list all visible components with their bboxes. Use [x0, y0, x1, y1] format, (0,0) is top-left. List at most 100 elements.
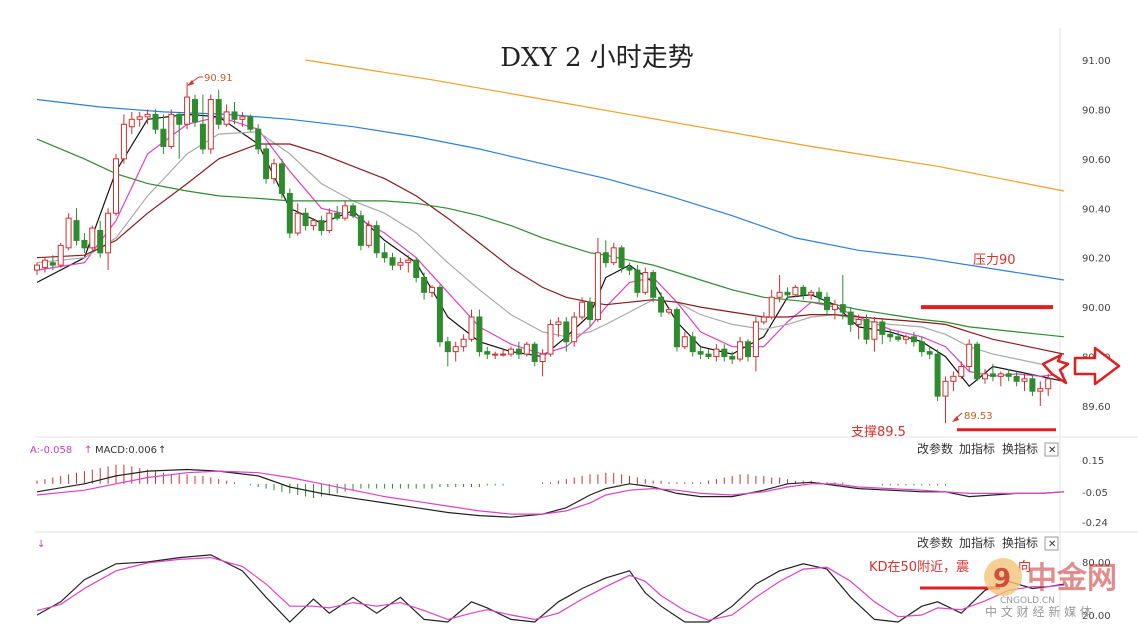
kd-params-button[interactable]: 改参数 — [917, 535, 953, 550]
candle-body — [492, 353, 499, 356]
candle-body — [1021, 378, 1028, 382]
watermark-logo-glyph: 9 — [993, 564, 1011, 594]
candle-body — [342, 205, 349, 219]
price-tick-label: 90.20 — [1082, 254, 1111, 265]
candle-body — [918, 341, 925, 353]
candle-body — [784, 291, 791, 296]
candle-body — [144, 113, 151, 118]
kd-k-line — [36, 554, 1065, 623]
candle-body — [705, 353, 712, 358]
candle-body — [81, 239, 88, 249]
candle-body — [128, 118, 135, 128]
candle-body — [855, 319, 862, 325]
low-arrowhead — [952, 416, 959, 422]
chart-title: DXY 2 小时走势 — [500, 43, 694, 73]
candle-body — [334, 212, 341, 219]
resistance-label: 压力90 — [973, 253, 1016, 268]
price-tick-label: 91.00 — [1082, 56, 1111, 67]
candle-body — [413, 259, 420, 278]
macd-panel: A:-0.058 ↑ MACD:0.006 ↑ 0.15 -0.05 -0.24 — [30, 445, 1108, 529]
macd-switch-indicator-button[interactable]: 换指标 — [1002, 441, 1038, 456]
candle-body — [689, 336, 696, 353]
kd-annotation-tail: 向 — [1018, 559, 1031, 575]
kd-tick-label: 20.00 — [1082, 611, 1111, 622]
candle-body — [484, 351, 491, 355]
macd-params-button[interactable]: 改参数 — [917, 441, 953, 456]
candle-body — [444, 341, 451, 353]
candle-body — [223, 111, 230, 125]
candle-body — [697, 351, 704, 355]
candle-body — [508, 348, 514, 355]
candle-body — [792, 286, 799, 296]
kd-add-indicator-button[interactable]: 加指标 — [959, 535, 995, 550]
candle-body — [97, 230, 104, 254]
kd-tick-label: 80.00 — [1082, 558, 1111, 569]
candle-body — [871, 321, 878, 340]
candle-body — [602, 252, 609, 264]
kd-switch-indicator-button[interactable]: 换指标 — [1002, 535, 1038, 550]
candle-body — [997, 373, 1004, 377]
candle-body — [737, 341, 744, 360]
candle-body — [89, 227, 96, 249]
candle-body — [318, 220, 325, 232]
macd-lines — [36, 468, 1065, 518]
candle-body — [776, 291, 783, 298]
candle-body — [816, 291, 823, 298]
candle-body — [397, 262, 404, 266]
candle-body — [168, 113, 175, 147]
high-annotation: 90.91 — [187, 73, 233, 86]
candle-body — [982, 373, 988, 380]
candle-body — [452, 346, 459, 353]
watermark-site: CNGOLD.CN — [1000, 596, 1055, 606]
ma-line-5 — [36, 98, 1065, 281]
candle-body — [136, 116, 143, 120]
kd-lines — [36, 554, 1065, 623]
high-value-label: 90.91 — [204, 73, 233, 84]
kd-close-button[interactable] — [1044, 536, 1059, 551]
macd-dif-line — [36, 468, 1065, 518]
macd-add-indicator-button[interactable]: 加指标 — [959, 441, 995, 456]
candle-body — [294, 212, 301, 234]
candle-body — [113, 158, 119, 214]
candle-body — [966, 343, 973, 367]
candle-body — [34, 264, 40, 271]
candle-body — [326, 212, 333, 232]
candle-body — [618, 247, 625, 269]
candle-body — [436, 286, 443, 343]
candle-body — [350, 205, 356, 217]
candle-body — [768, 296, 775, 318]
candle-body — [752, 321, 759, 358]
candle-body — [1037, 388, 1044, 392]
candle-body — [263, 148, 270, 180]
candle-body — [152, 113, 159, 130]
candle-body — [760, 316, 767, 323]
candle-body — [824, 296, 830, 311]
up-arrow-icon — [1041, 353, 1070, 385]
candle-body — [910, 336, 917, 343]
price-tick-label: 90.80 — [1082, 105, 1111, 116]
kd-axis: 80.00 20.00 — [1082, 558, 1111, 622]
candle-body — [666, 309, 672, 313]
candle-body — [460, 338, 467, 348]
candle-body — [887, 333, 894, 338]
candle-body — [895, 336, 902, 340]
candle-body — [721, 348, 728, 358]
kd-panel: ↓ 80.00 20.00 KD在50附近，震 向 — [36, 539, 1111, 623]
candle-body — [958, 365, 965, 377]
right-arrow-icon — [1073, 346, 1121, 386]
up-arrow-small-icon: ↑ — [84, 445, 92, 456]
candle-body — [199, 123, 206, 150]
macd-close-button[interactable] — [1044, 442, 1059, 457]
candle-body — [989, 373, 996, 377]
candle-body — [176, 113, 183, 125]
candle-body — [239, 116, 246, 120]
candle-body — [373, 225, 380, 254]
candle-body — [950, 375, 957, 382]
candle-body — [468, 316, 475, 340]
ma-line-6 — [305, 59, 1065, 192]
candle-body — [563, 321, 570, 343]
candle-body — [429, 286, 435, 293]
candle-body — [1013, 375, 1020, 382]
candle-body — [255, 128, 262, 150]
macd-controls: 改参数 加指标 换指标 ✕ — [917, 441, 1059, 457]
